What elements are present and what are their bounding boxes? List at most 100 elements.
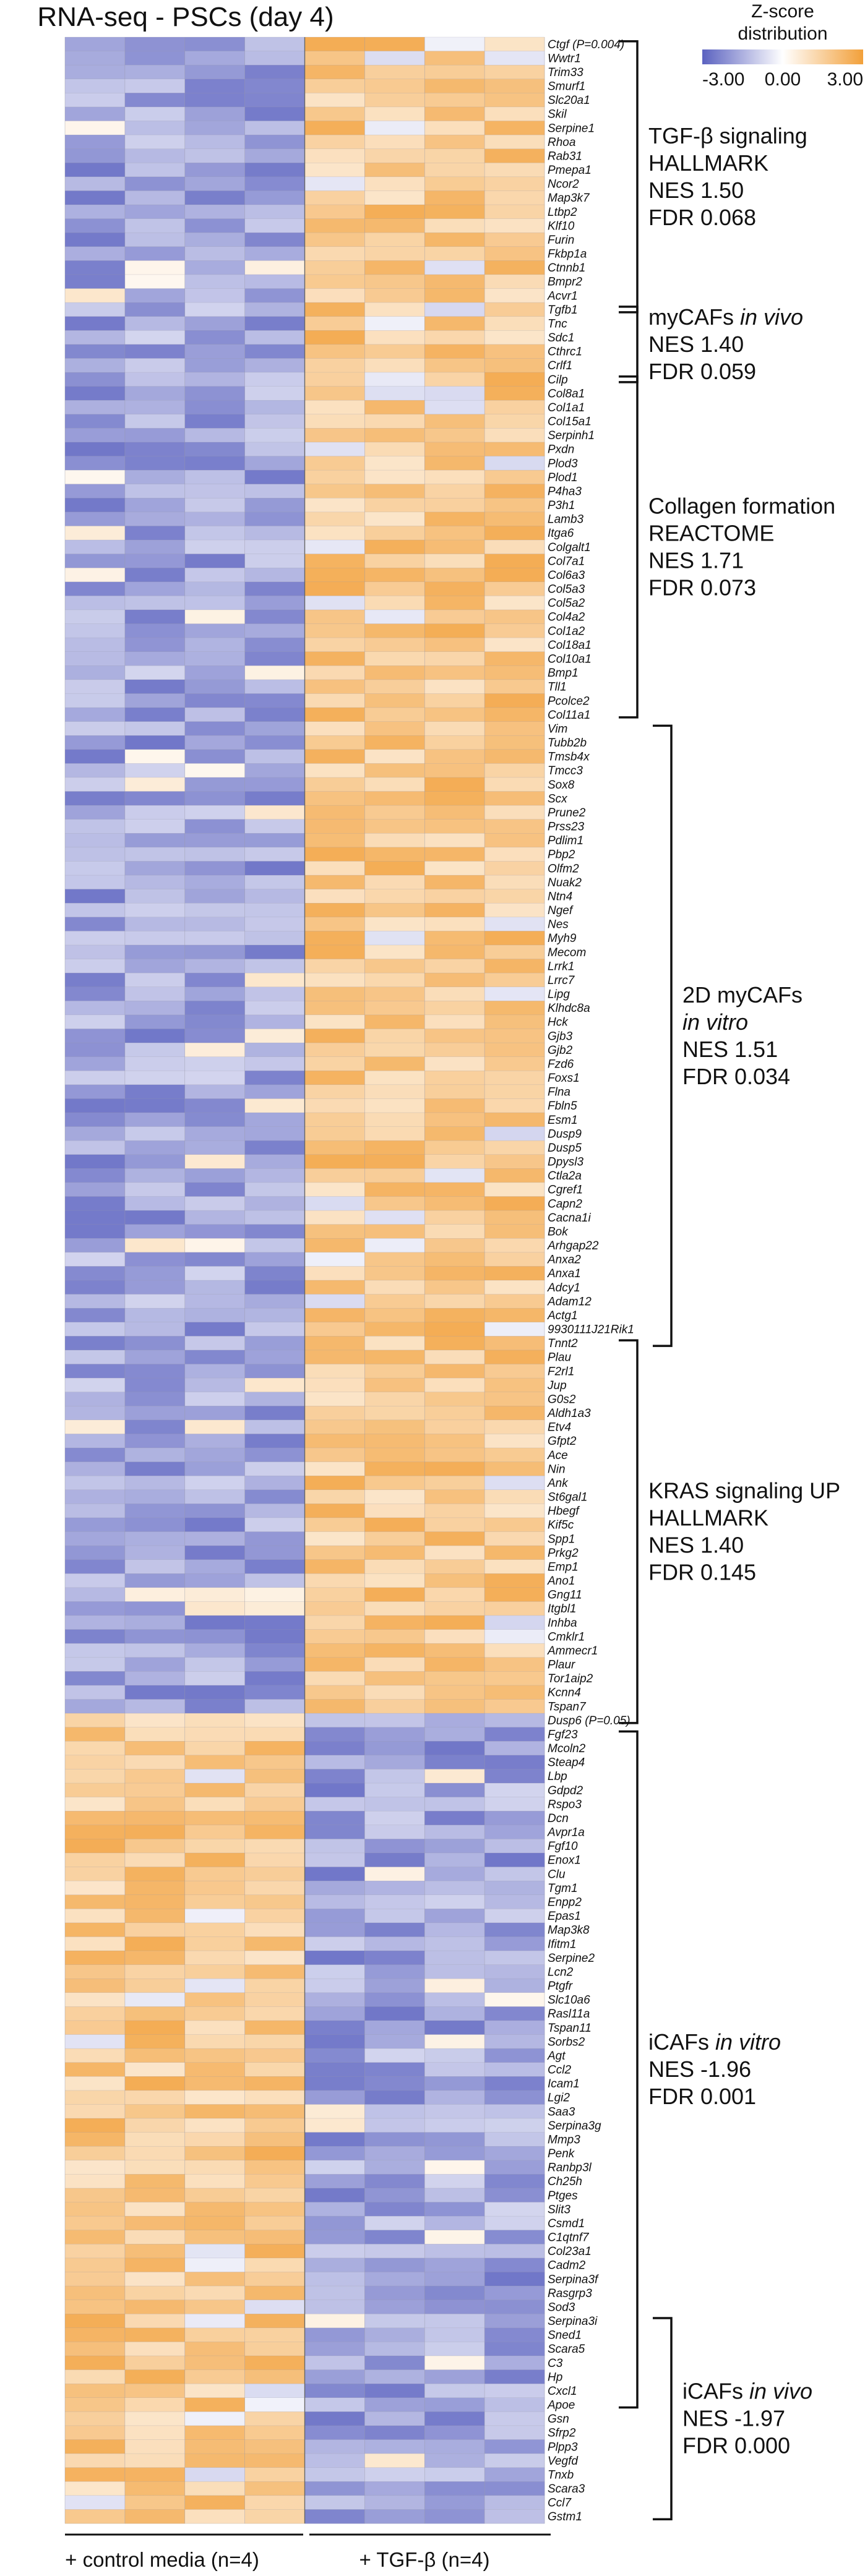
gene-set-label: FDR 0.145 bbox=[648, 1560, 756, 1585]
heatmap-cell bbox=[304, 414, 365, 429]
heatmap-cell bbox=[304, 1643, 365, 1658]
heatmap-cell bbox=[364, 749, 425, 764]
heatmap-cell bbox=[184, 2411, 246, 2426]
heatmap-cell bbox=[424, 106, 485, 121]
heatmap-cell bbox=[304, 1559, 365, 1574]
heatmap-cell bbox=[184, 833, 246, 848]
heatmap-cell bbox=[424, 148, 485, 163]
heatmap-cell bbox=[244, 484, 305, 499]
heatmap-cell bbox=[184, 456, 246, 471]
heatmap-cell bbox=[304, 1461, 365, 1476]
heatmap-cell bbox=[424, 1001, 485, 1016]
heatmap-cell bbox=[65, 2439, 126, 2454]
heatmap-cell bbox=[304, 917, 365, 931]
gene-label: Gfpt2 bbox=[548, 1435, 577, 1448]
heatmap-cell bbox=[424, 1825, 485, 1839]
heatmap-cell bbox=[304, 959, 365, 973]
heatmap-cell bbox=[124, 246, 186, 261]
heatmap-cell bbox=[184, 903, 246, 918]
gene-label: Plaur bbox=[548, 1659, 575, 1672]
heatmap-cell bbox=[424, 1922, 485, 1937]
heatmap-cell bbox=[184, 1839, 246, 1854]
heatmap-cell bbox=[124, 1182, 186, 1197]
heatmap-cell bbox=[124, 2439, 186, 2454]
heatmap-cell bbox=[304, 330, 365, 345]
heatmap-cell bbox=[304, 735, 365, 750]
heatmap-cell bbox=[65, 2481, 126, 2496]
heatmap-cell bbox=[304, 1657, 365, 1672]
heatmap-cell bbox=[184, 1922, 246, 1937]
heatmap-cell bbox=[65, 651, 126, 666]
heatmap-cell bbox=[184, 2104, 246, 2119]
heatmap-cell bbox=[65, 903, 126, 918]
heatmap-cell bbox=[484, 917, 545, 931]
heatmap-cell bbox=[484, 1364, 545, 1379]
heatmap-cell bbox=[364, 2076, 425, 2091]
heatmap-cell bbox=[184, 1741, 246, 1756]
gene-label: Enox1 bbox=[548, 1854, 581, 1867]
heatmap-cell bbox=[184, 1797, 246, 1812]
heatmap-cell bbox=[424, 944, 485, 959]
heatmap-cell bbox=[484, 2174, 545, 2189]
heatmap-cell bbox=[484, 763, 545, 778]
heatmap-cell bbox=[184, 1196, 246, 1211]
heatmap-cell bbox=[424, 623, 485, 638]
heatmap-cell bbox=[124, 1154, 186, 1169]
heatmap-cell bbox=[424, 2202, 485, 2217]
heatmap-cell bbox=[124, 721, 186, 736]
gene-label: Etv4 bbox=[548, 1421, 571, 1434]
gene-label: Hbegf bbox=[548, 1505, 580, 1518]
heatmap-cell bbox=[244, 1992, 305, 2007]
heatmap-cell bbox=[484, 777, 545, 792]
heatmap-cell bbox=[484, 1531, 545, 1546]
heatmap-cell bbox=[424, 1727, 485, 1742]
heatmap-cell bbox=[364, 2314, 425, 2329]
gene-label: Pxdn bbox=[548, 443, 574, 456]
heatmap-cell bbox=[424, 1029, 485, 1043]
heatmap-cell bbox=[424, 2411, 485, 2426]
heatmap-cell bbox=[424, 2355, 485, 2370]
heatmap-cell bbox=[484, 148, 545, 163]
heatmap-cell bbox=[484, 205, 545, 219]
heatmap-cell bbox=[364, 679, 425, 694]
heatmap-cell bbox=[65, 596, 126, 610]
heatmap-cell bbox=[364, 2467, 425, 2482]
heatmap-cell bbox=[184, 302, 246, 317]
heatmap-cell bbox=[304, 581, 365, 596]
heatmap-cell bbox=[244, 708, 305, 722]
heatmap-cell bbox=[124, 316, 186, 331]
heatmap-cell bbox=[424, 1615, 485, 1630]
heatmap-cell bbox=[364, 847, 425, 862]
heatmap-cell bbox=[364, 1419, 425, 1434]
heatmap-cell bbox=[424, 2257, 485, 2272]
heatmap-cell bbox=[65, 2369, 126, 2384]
gene-label: Anxa1 bbox=[547, 1267, 581, 1280]
heatmap-cell bbox=[244, 665, 305, 680]
heatmap-cell bbox=[65, 959, 126, 973]
heatmap-cell bbox=[484, 2006, 545, 2021]
heatmap-cell bbox=[65, 2020, 126, 2035]
heatmap-cell bbox=[364, 1867, 425, 1881]
heatmap-cell bbox=[364, 1071, 425, 1085]
colorbar-title-line2: distribution bbox=[738, 24, 827, 44]
heatmap-cell bbox=[65, 1825, 126, 1839]
heatmap-cell bbox=[65, 609, 126, 624]
heatmap-cell bbox=[65, 554, 126, 568]
heatmap-cell bbox=[184, 1056, 246, 1071]
heatmap-cell bbox=[364, 121, 425, 135]
gene-label: Gdpd2 bbox=[548, 1784, 583, 1797]
heatmap-cell bbox=[484, 79, 545, 93]
heatmap-cell bbox=[244, 833, 305, 848]
heatmap-cell bbox=[484, 679, 545, 694]
heatmap-cell bbox=[364, 2300, 425, 2314]
heatmap-cell bbox=[484, 1098, 545, 1113]
heatmap-cell bbox=[184, 65, 246, 80]
heatmap-cell bbox=[244, 1727, 305, 1742]
heatmap-cell bbox=[65, 1489, 126, 1504]
heatmap-cell bbox=[364, 1126, 425, 1141]
heatmap-cell bbox=[244, 442, 305, 456]
heatmap-cell bbox=[184, 2132, 246, 2147]
heatmap-cell bbox=[304, 609, 365, 624]
heatmap-cell bbox=[65, 2160, 126, 2175]
heatmap-cell bbox=[184, 1559, 246, 1574]
